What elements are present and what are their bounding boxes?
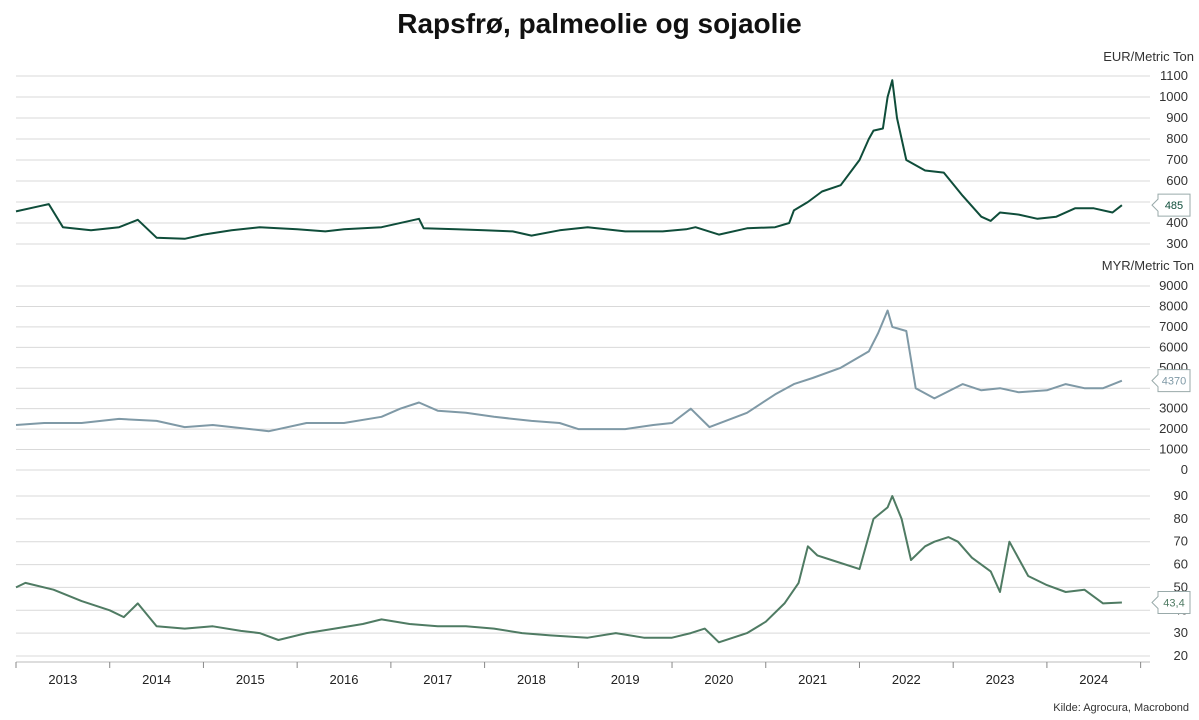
y-tick-label: 9000	[1159, 278, 1188, 293]
y-tick-label: 900	[1166, 110, 1188, 125]
y-tick-label: 8000	[1159, 298, 1188, 313]
last-value-label: 485	[1165, 200, 1183, 212]
x-tick-label: 2023	[986, 672, 1015, 687]
x-tick-label: 2015	[236, 672, 265, 687]
unit-label: EUR/Metric Ton	[1103, 49, 1194, 64]
y-tick-label: 400	[1166, 215, 1188, 230]
x-tick-label: 2022	[892, 672, 921, 687]
y-tick-label: 1000	[1159, 442, 1188, 457]
y-tick-label: 800	[1166, 131, 1188, 146]
y-tick-label: 50	[1174, 579, 1188, 594]
x-tick-label: 2016	[330, 672, 359, 687]
y-tick-label: 2000	[1159, 421, 1188, 436]
y-tick-label: 1000	[1159, 89, 1188, 104]
y-tick-label: 3000	[1159, 401, 1188, 416]
x-tick-label: 2017	[423, 672, 452, 687]
x-tick-label: 2013	[48, 672, 77, 687]
x-tick-label: 2024	[1079, 672, 1108, 687]
y-tick-label: 20	[1174, 648, 1188, 663]
series-line	[15, 79, 1123, 240]
y-tick-label: 1100	[1160, 68, 1188, 83]
y-tick-label: 7000	[1159, 319, 1188, 334]
x-axis: 2013 2014 2015 2016 2017 2018 2019 2020 2021 2022…	[15, 661, 1150, 687]
y-tick-label: 60	[1174, 557, 1188, 572]
y-tick-label: 70	[1174, 534, 1188, 549]
series-line	[15, 309, 1123, 433]
y-tick-label: 300	[1166, 236, 1188, 251]
y-tick-label: 90	[1174, 488, 1188, 503]
panel-soybean-oil: 203040506070809043,4	[15, 488, 1191, 663]
y-tick-label: 80	[1174, 511, 1188, 526]
y-tick-label: 700	[1166, 152, 1188, 167]
x-tick-label: 2019	[611, 672, 640, 687]
panel-rapeseed: 30040050060070080090010001100EUR/Metric …	[15, 49, 1194, 251]
last-value-callout	[1151, 591, 1191, 615]
unit-label: MYR/Metric Ton	[1102, 258, 1194, 273]
x-tick-label: 2014	[142, 672, 171, 687]
source-note: Kilde: Agrocura, Macrobond	[1053, 702, 1189, 714]
last-value-label: 43,4	[1163, 598, 1184, 610]
x-tick-label: 2018	[517, 672, 546, 687]
last-value-label: 4370	[1162, 376, 1186, 388]
x-tick-label: 2020	[704, 672, 733, 687]
y-tick-label: 6000	[1159, 339, 1188, 354]
panel-palm-oil: 0100020003000400050006000700080009000MYR…	[15, 258, 1194, 477]
y-tick-label: 30	[1174, 625, 1188, 640]
series-line	[15, 495, 1122, 644]
y-tick-label: 600	[1166, 173, 1188, 188]
y-tick-label: 0	[1181, 462, 1188, 477]
last-value-callout	[1151, 193, 1191, 217]
chart-title: Rapsfrø, palmeolie og sojaolie	[397, 8, 802, 39]
x-tick-label: 2021	[798, 672, 827, 687]
last-value-callout	[1151, 369, 1191, 393]
